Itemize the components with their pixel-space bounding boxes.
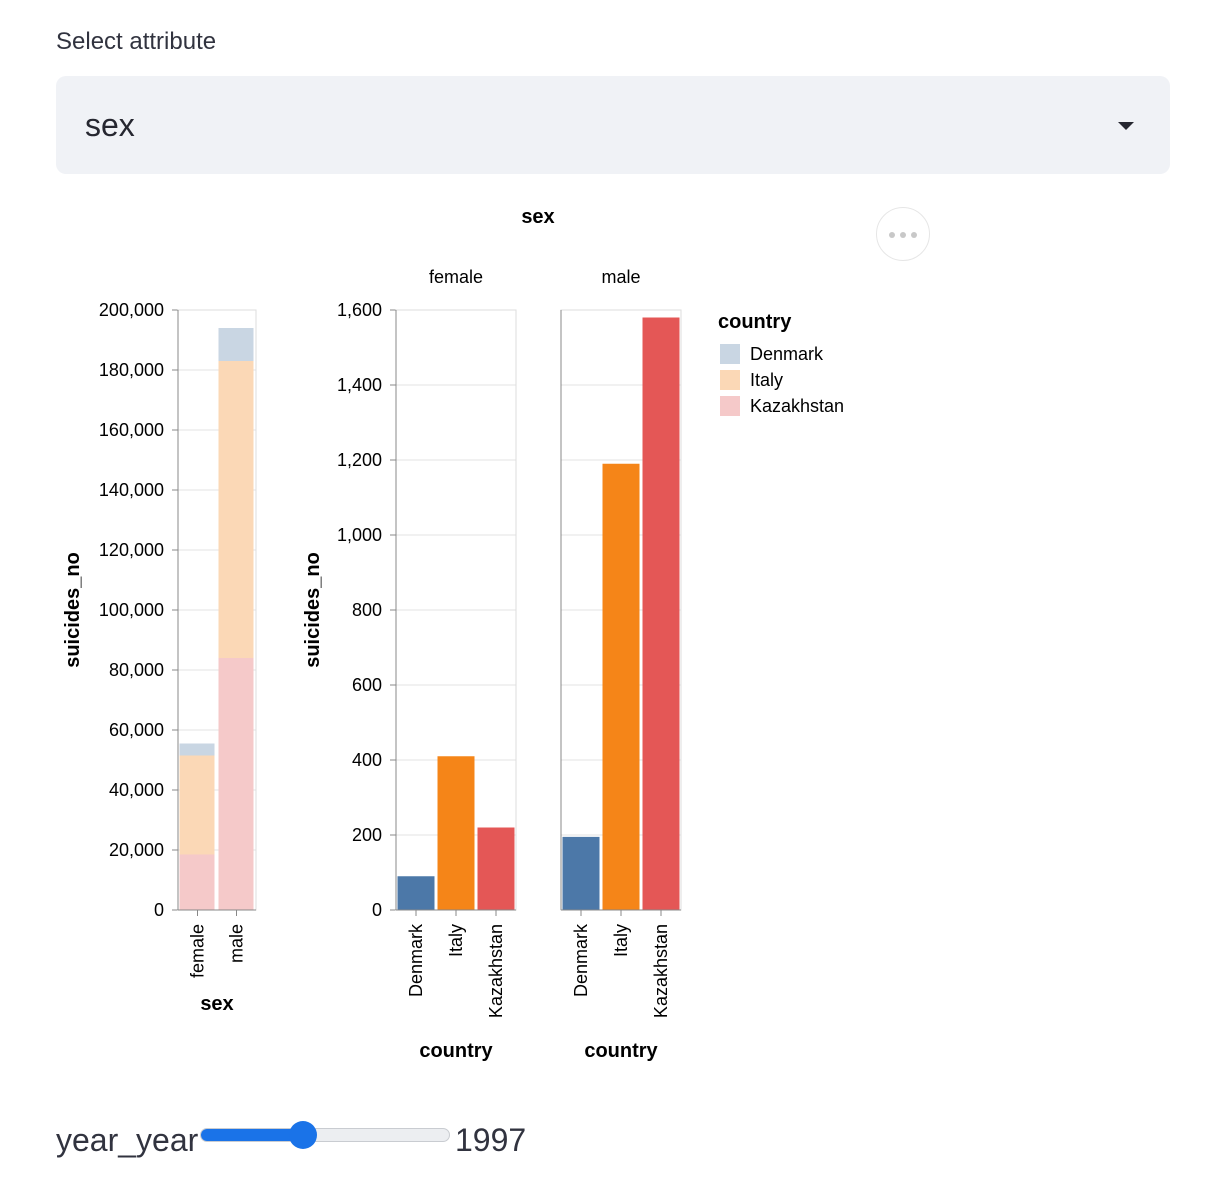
attribute-select-value: sex <box>85 107 135 143</box>
y-tick-label: 180,000 <box>99 360 164 380</box>
legend-label: Kazakhstan <box>750 396 844 416</box>
year-slider-track[interactable] <box>200 1128 450 1142</box>
bar <box>602 463 640 910</box>
year-slider-value: 1997 <box>455 1122 527 1158</box>
chevron-down-icon[interactable] <box>1118 122 1134 130</box>
y-tick-label: 0 <box>372 900 382 920</box>
y-tick-label: 60,000 <box>109 720 164 740</box>
y-tick-label: 100,000 <box>99 600 164 620</box>
bar-segment <box>218 658 254 910</box>
x-tick-label: Italy <box>446 924 466 957</box>
y-tick-label: 160,000 <box>99 420 164 440</box>
chart-title: sex <box>521 206 554 228</box>
y-tick-label: 800 <box>352 600 382 620</box>
legend-swatch <box>720 370 740 390</box>
x-tick-label: female <box>188 924 208 978</box>
y-tick-label: 600 <box>352 675 382 695</box>
y-tick-label: 140,000 <box>99 480 164 500</box>
y-tick-label: 0 <box>154 900 164 920</box>
y-tick-label: 40,000 <box>109 780 164 800</box>
year-slider-thumb[interactable] <box>288 1121 317 1149</box>
y-tick-label: 1,400 <box>337 375 382 395</box>
more-dots-icon <box>911 232 917 238</box>
bar <box>642 317 680 910</box>
more-dots-icon <box>900 232 906 238</box>
x-tick-label: Kazakhstan <box>651 924 671 1018</box>
facet-header: male <box>601 267 640 287</box>
x-axis-title: sex <box>200 993 233 1015</box>
y-axis-title: suicides_no <box>302 552 324 668</box>
legend-title: country <box>718 311 792 333</box>
legend-swatch <box>720 344 740 364</box>
select-attribute-label: Select attribute <box>56 28 217 55</box>
y-tick-label: 1,200 <box>337 450 382 470</box>
year-slider-label: year_year <box>56 1122 199 1158</box>
x-axis-title: country <box>419 1040 493 1062</box>
x-axis-title: country <box>584 1040 658 1062</box>
y-tick-label: 200,000 <box>99 300 164 320</box>
bar <box>477 827 515 910</box>
facet-header: female <box>429 267 483 287</box>
y-tick-label: 80,000 <box>109 660 164 680</box>
x-tick-label: Kazakhstan <box>486 924 506 1018</box>
bar-segment <box>179 743 215 756</box>
x-tick-label: Italy <box>611 924 631 957</box>
more-dots-icon <box>889 232 895 238</box>
bar <box>397 876 435 910</box>
y-tick-label: 1,000 <box>337 525 382 545</box>
bar-segment <box>179 755 215 855</box>
x-tick-label: male <box>227 924 247 963</box>
y-tick-label: 120,000 <box>99 540 164 560</box>
bar <box>562 836 600 910</box>
y-tick-label: 1,600 <box>337 300 382 320</box>
y-tick-label: 20,000 <box>109 840 164 860</box>
year-slider-fill <box>201 1129 304 1141</box>
attribute-select[interactable]: sex <box>56 76 1170 174</box>
legend-swatch <box>720 396 740 416</box>
y-tick-label: 400 <box>352 750 382 770</box>
chart-actions-menu-button[interactable] <box>876 207 930 261</box>
y-tick-label: 200 <box>352 825 382 845</box>
charts-area: 0 20,000 40,000 60,000 80,000 100,000 120,000 1… <box>62 206 844 1062</box>
legend-label: Denmark <box>750 344 824 364</box>
bar-segment <box>218 328 254 361</box>
bar-segment <box>218 361 254 658</box>
legend-label: Italy <box>750 370 783 390</box>
x-tick-label: Denmark <box>571 923 591 997</box>
x-tick-label: Denmark <box>406 923 426 997</box>
bar <box>437 756 475 910</box>
bar-segment <box>179 854 215 910</box>
y-axis-title: suicides_no <box>62 552 84 668</box>
